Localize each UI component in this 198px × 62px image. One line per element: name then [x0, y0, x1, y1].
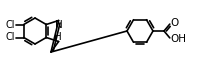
Text: Cl: Cl — [5, 32, 15, 42]
Text: OH: OH — [171, 34, 187, 44]
Text: Cl: Cl — [5, 20, 15, 30]
Text: H: H — [54, 32, 62, 42]
Text: O: O — [171, 18, 179, 28]
Text: N: N — [55, 20, 63, 31]
